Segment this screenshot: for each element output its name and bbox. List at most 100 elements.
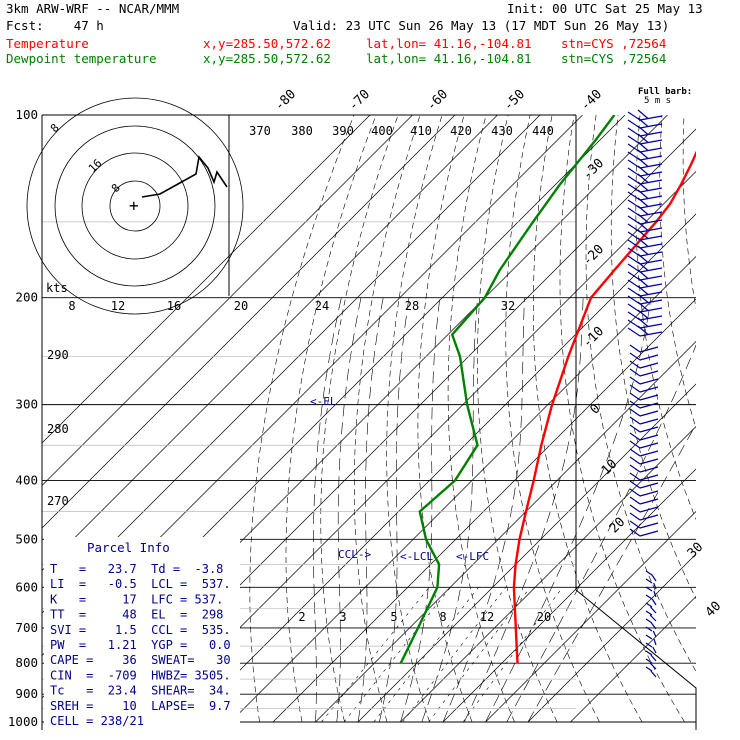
pressure-tick-label: 300 <box>15 397 38 412</box>
wind-barb <box>629 464 659 473</box>
hodograph-ring <box>54 125 216 287</box>
moist-adiabat-line <box>442 297 525 723</box>
parcel-info-row: CIN = -709 HWBZ= 3505. <box>50 668 231 682</box>
wind-barb <box>629 504 659 513</box>
mixing-ratio-line <box>321 587 430 723</box>
theta-label: 390 <box>332 124 354 138</box>
hodograph-speed-label: 16 <box>167 299 181 313</box>
thetae-label: 270 <box>47 494 69 508</box>
theta-label: 400 <box>371 124 393 138</box>
theta-label: 370 <box>249 124 271 138</box>
wind-barb <box>627 325 663 337</box>
parcel-info-title: Parcel Info <box>87 540 170 555</box>
mixing-ratio-label: 8 <box>439 610 446 624</box>
barb-key-line1: Full barb: <box>638 87 692 97</box>
isotherm-line <box>42 115 498 571</box>
hodograph-trace <box>141 155 228 198</box>
wind-barb <box>645 634 657 646</box>
mixing-ratio-label: 5 <box>390 610 397 624</box>
mixing-ratio-label: 20 <box>537 610 551 624</box>
wind-barb <box>629 440 659 449</box>
mixing-ratio-label: 3 <box>339 610 346 624</box>
isotherm-line <box>485 511 696 723</box>
legend-dewpoint-latlon: lat,lon= 41.16,-104.81 <box>366 51 532 66</box>
lfc-marker: <-LFC <box>456 550 489 563</box>
wind-barb <box>645 650 657 662</box>
pressure-tick-label: 600 <box>15 579 38 594</box>
wind-barb <box>629 432 659 441</box>
isotherm-line <box>570 596 696 723</box>
dry-adiabat-line <box>559 115 685 723</box>
hodograph-ring <box>26 97 244 315</box>
isotherm-line <box>527 553 696 723</box>
isotherm-line <box>442 468 696 723</box>
isotherm-line <box>42 115 371 444</box>
isotherm-line <box>42 115 541 614</box>
wind-barb <box>629 400 659 409</box>
legend-temperature-stn: stn=CYS ,72564 <box>561 36 666 51</box>
parcel-info-row: CAPE = 36 SWEAT= 30 <box>50 653 231 667</box>
dry-adiabat-line <box>635 115 696 521</box>
isotherm-line <box>230 256 696 723</box>
dry-adiabat-line <box>585 115 696 673</box>
temperature-profile-line <box>512 150 696 664</box>
legend-temperature-name: Temperature <box>6 36 89 51</box>
wind-barb <box>629 456 659 465</box>
dewpoint-profile-line <box>399 115 616 664</box>
legend-dewpoint-xy: x,y=285.50,572.62 <box>203 51 331 66</box>
legend-temperature-xy: x,y=285.50,572.62 <box>203 36 331 51</box>
pressure-tick-label: 100 <box>15 107 38 122</box>
hodograph-speed-label: 24 <box>315 299 329 313</box>
plot-corner-border <box>575 589 697 730</box>
pressure-tick-label: 500 <box>15 531 38 546</box>
wind-barb <box>645 618 657 630</box>
hodograph-ring <box>109 180 161 232</box>
wind-barb <box>645 666 657 678</box>
hodograph-speed-label: 28 <box>405 299 419 313</box>
wind-barb <box>629 392 659 401</box>
mixing-ratio-label: 2 <box>298 610 305 624</box>
isotherm-line <box>187 213 696 723</box>
lcl-marker: <-LCL <box>400 550 433 563</box>
isotherm-line <box>145 171 696 723</box>
wind-barb <box>645 626 657 638</box>
wind-barb <box>629 496 659 505</box>
wind-barb <box>629 424 659 433</box>
isotherm-line <box>42 115 413 486</box>
wind-barb <box>629 368 659 377</box>
el-marker: <-EL <box>310 395 337 408</box>
valid-time: Valid: 23 UTC Sun 26 May 13 (17 MDT Sun … <box>293 18 669 33</box>
hodograph-center-marker: + <box>129 196 139 215</box>
parcel-info-row: K = 17 LFC = 537. <box>50 592 223 606</box>
pressure-tick-label: 400 <box>15 472 38 487</box>
parcel-info-row: PW = 1.21 YGP = 0.0 <box>50 638 231 652</box>
wind-barb <box>645 594 657 606</box>
legend-dewpoint-stn: stn=CYS ,72564 <box>561 51 666 66</box>
ccl-marker: CCL-> <box>338 548 371 561</box>
isotherm-line <box>400 426 696 723</box>
wind-barb <box>629 384 659 393</box>
wind-barb <box>629 352 659 361</box>
wind-barb <box>629 528 659 537</box>
legend-dewpoint-name: Dewpoint temperature <box>6 51 157 66</box>
pressure-tick-label: 1000 <box>8 714 38 729</box>
pressure-tick-label: 700 <box>15 620 38 635</box>
wind-barb <box>629 408 659 417</box>
wind-barb <box>645 586 657 598</box>
wind-barb <box>629 512 659 521</box>
hodograph-speed-label: 32 <box>501 299 515 313</box>
pressure-tick-label: 200 <box>15 290 38 305</box>
wind-barb <box>629 360 659 369</box>
wind-barb <box>629 416 659 425</box>
wind-barb <box>629 344 659 353</box>
parcel-info-row: TT = 48 EL = 298 <box>50 608 223 622</box>
parcel-info-box: Parcel Info T = 23.7 Td = -3.8LI = -0.5 … <box>44 537 240 729</box>
wind-barb <box>645 570 657 582</box>
wind-barb <box>645 610 657 622</box>
parcel-info-row: CELL = 238/21 <box>50 714 144 728</box>
hodograph-ring <box>81 152 189 260</box>
parcel-info-row: T = 23.7 Td = -3.8 <box>50 562 223 576</box>
parcel-info-row: SVI = 1.5 CCL = 535. <box>50 623 231 637</box>
isotherm-line <box>357 383 696 723</box>
